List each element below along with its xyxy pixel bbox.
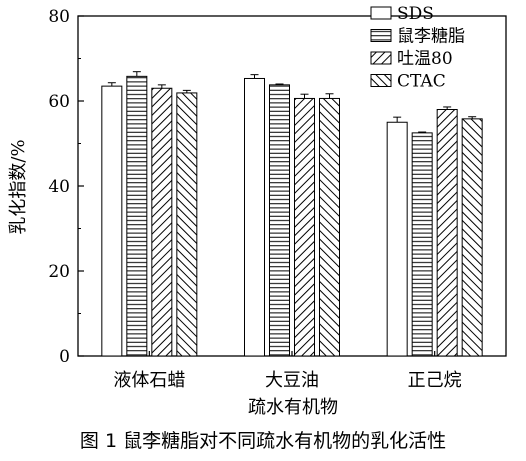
legend-swatch — [370, 51, 392, 65]
y-tick-label: 40 — [48, 177, 70, 197]
y-tick-label: 60 — [48, 92, 70, 112]
legend-swatch — [370, 29, 392, 42]
x-tick-label: 正己烷 — [408, 370, 462, 391]
bar-1-2 — [294, 97, 315, 357]
y-axis-title: 乳化指数/% — [8, 139, 29, 234]
bar-0-3 — [176, 92, 198, 357]
x-tick-label: 大豆油 — [265, 370, 319, 391]
bars — [101, 71, 483, 357]
x-axis-title: 疏水有机物 — [248, 397, 338, 418]
y-tick-label: 80 — [48, 7, 70, 27]
bar-1-3 — [319, 97, 340, 357]
bar-2-2 — [436, 109, 458, 357]
legend-label: CTAC — [397, 72, 446, 92]
bar-2-3 — [461, 118, 483, 357]
labels: 0 20 40 60 80 液体石蜡 大豆油 正己烷 — [48, 7, 461, 391]
bar-0-2 — [151, 87, 173, 357]
axes — [77, 15, 507, 357]
bar-0-1 — [126, 75, 148, 357]
x-tick-label: 液体石蜡 — [113, 370, 185, 391]
bar-1-0 — [244, 77, 265, 357]
legend-label: 鼠李糖脂 — [397, 27, 465, 47]
legend-swatch — [370, 74, 392, 87]
bar-2-1 — [411, 132, 433, 357]
legend-label: SDS — [397, 4, 434, 24]
y-tick-label: 20 — [48, 262, 70, 282]
bar-1-1 — [269, 84, 290, 357]
bar-2-0 — [386, 121, 408, 357]
legend-label: 吐温80 — [397, 49, 453, 69]
y-tick-label: 0 — [59, 347, 70, 367]
legend-swatch — [370, 6, 392, 20]
figure-caption: 图 1 鼠李糖脂对不同疏水有机物的乳化活性 — [79, 430, 447, 452]
bar-0-0 — [101, 85, 123, 357]
